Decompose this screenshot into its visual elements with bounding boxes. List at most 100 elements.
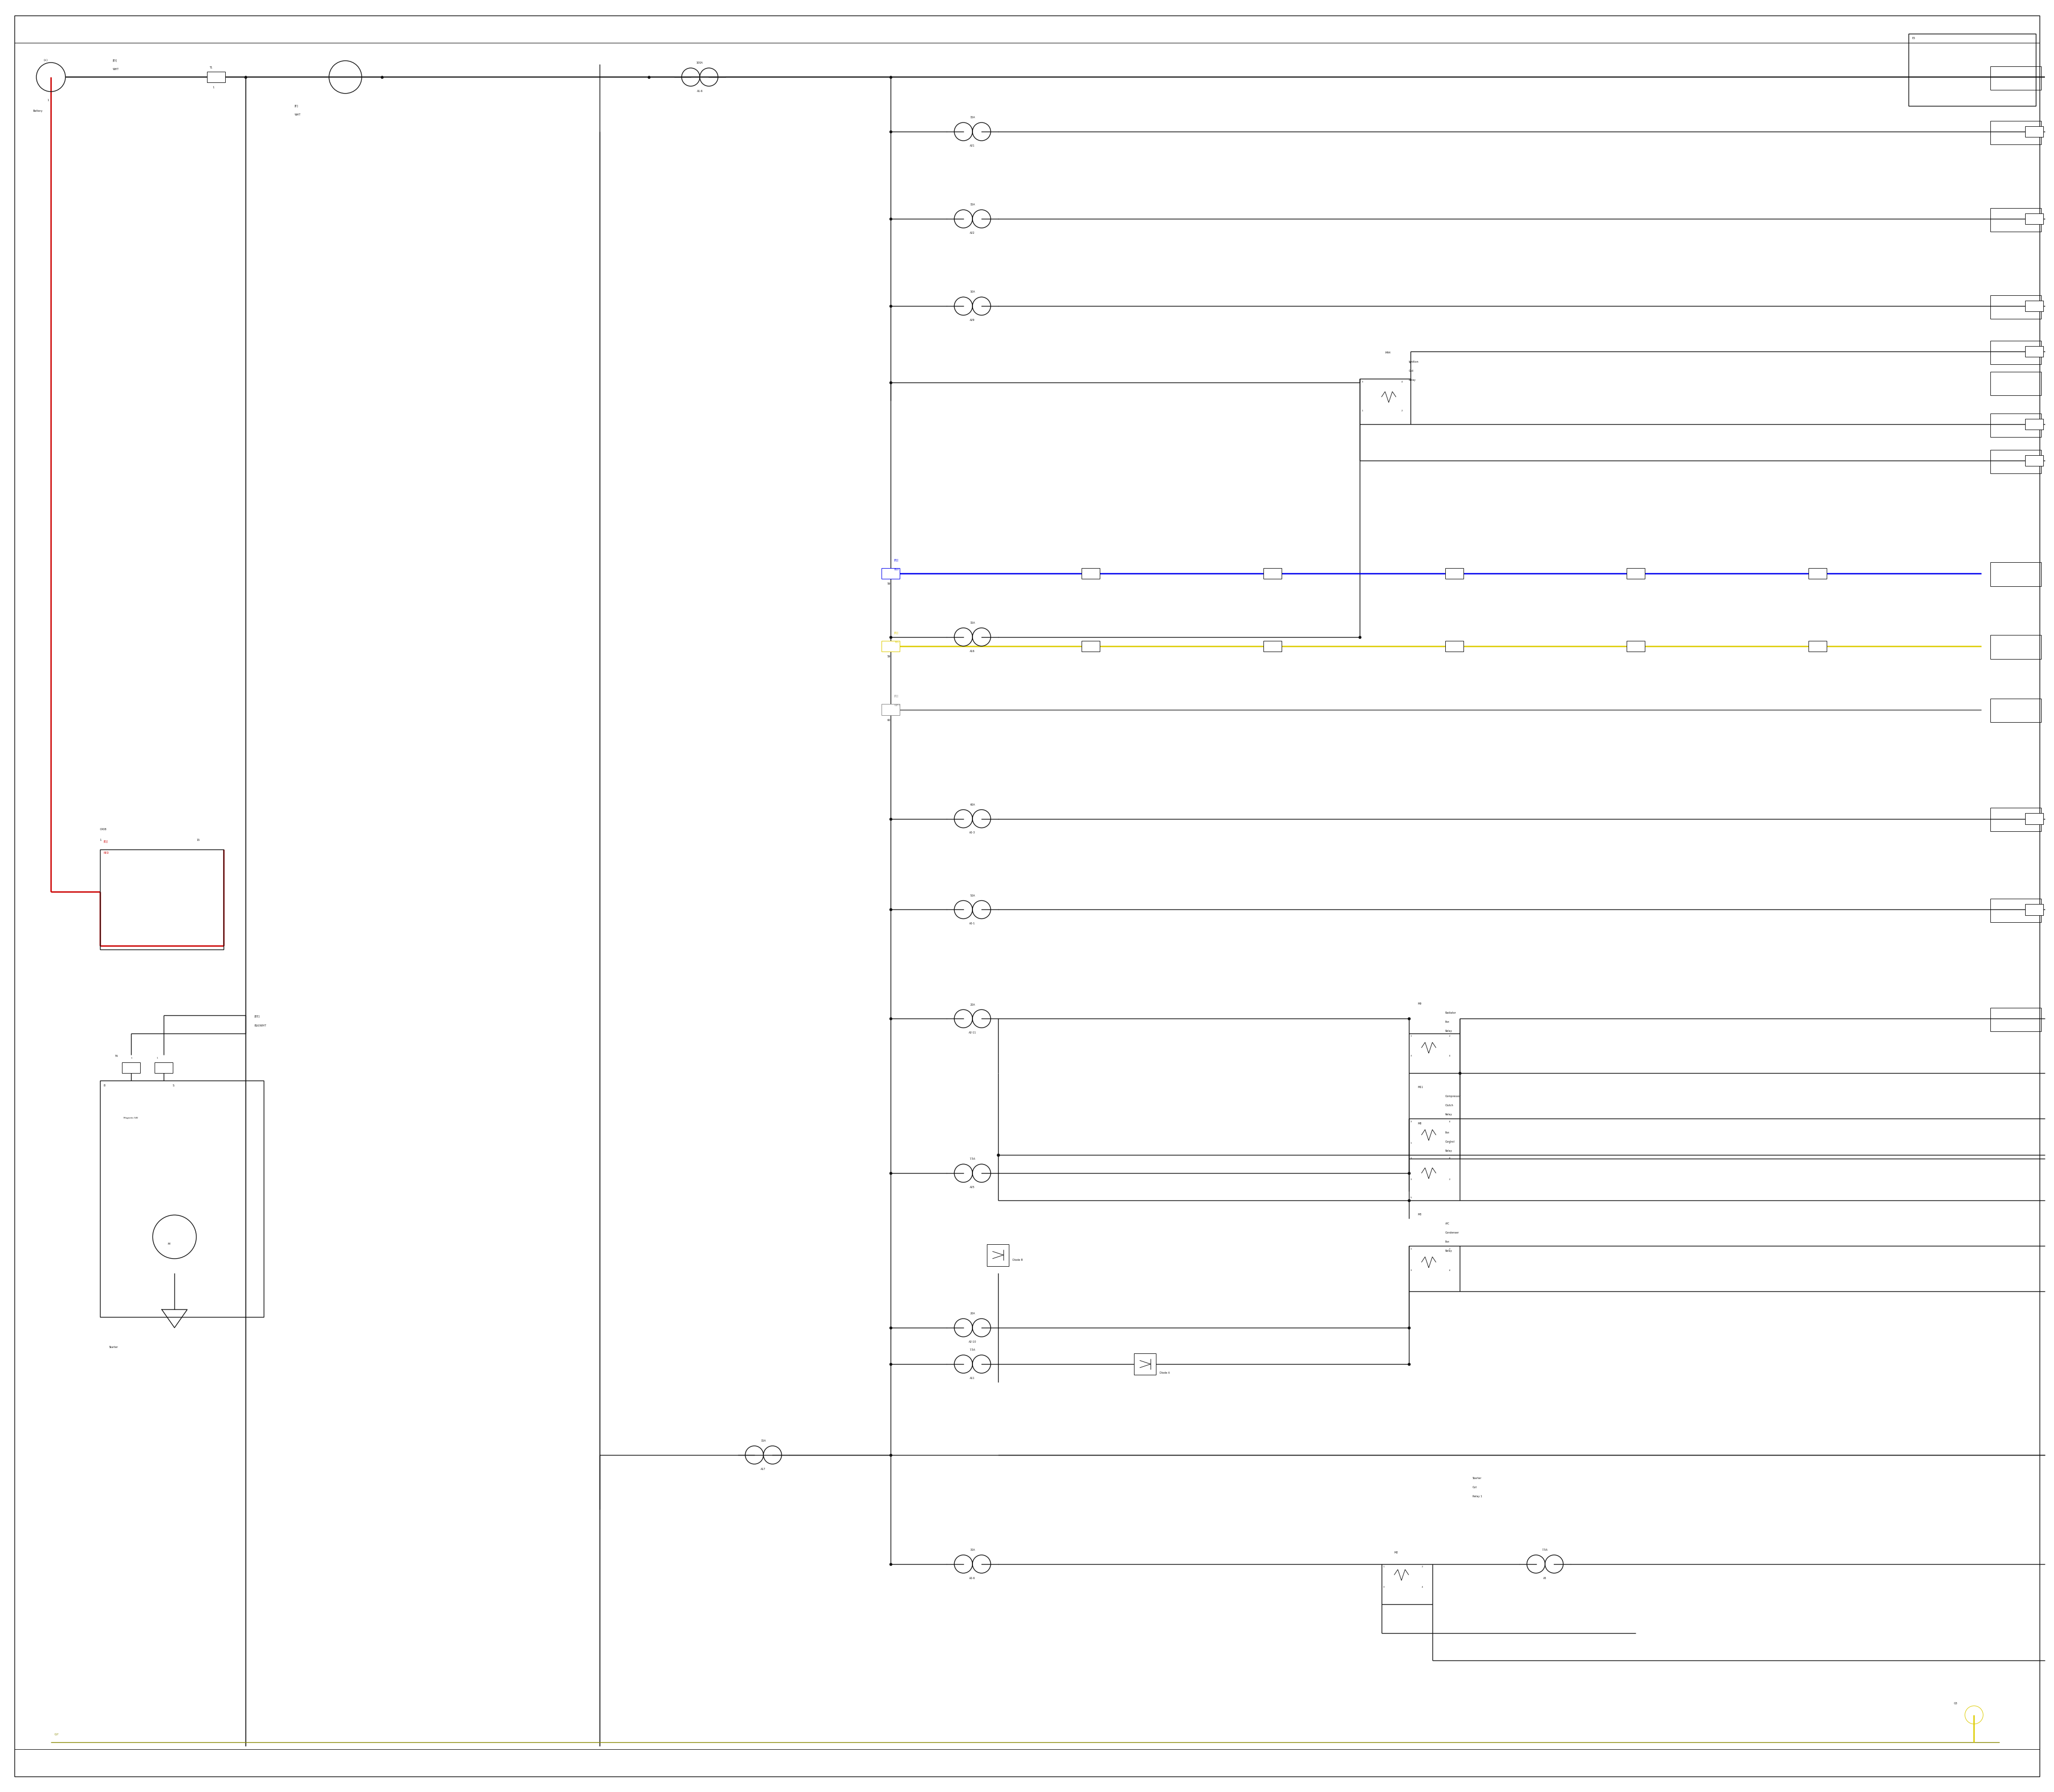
Bar <box>1082 640 1099 652</box>
Bar <box>1990 450 2042 473</box>
Bar <box>1990 808 2042 831</box>
Bar <box>1446 640 1462 652</box>
Text: YEL: YEL <box>893 640 900 643</box>
Text: A22: A22 <box>969 231 976 235</box>
Bar <box>2025 301 2044 312</box>
Text: A21: A21 <box>969 145 976 147</box>
Bar <box>121 1063 140 1073</box>
Bar <box>1409 1118 1460 1159</box>
Text: Fan: Fan <box>1446 1240 1450 1244</box>
Bar <box>881 568 900 579</box>
Bar <box>2025 213 2044 224</box>
Text: 59: 59 <box>887 656 889 658</box>
Bar <box>1990 296 2042 319</box>
Text: Compressor: Compressor <box>1446 1095 1460 1098</box>
Bar <box>207 72 226 82</box>
Text: 30A: 30A <box>969 1548 976 1552</box>
Bar <box>154 1063 173 1073</box>
Bar <box>1409 1034 1460 1073</box>
Bar <box>1990 1007 2042 1032</box>
Text: RED: RED <box>103 851 109 855</box>
Text: [EJ]: [EJ] <box>103 840 109 844</box>
Text: A1-6: A1-6 <box>696 90 702 93</box>
Text: G/Y: G/Y <box>55 1733 60 1736</box>
Bar <box>1627 568 1645 579</box>
Text: A11: A11 <box>969 1376 976 1380</box>
Text: A25: A25 <box>969 1186 976 1188</box>
Text: WHT: WHT <box>893 704 900 706</box>
Bar <box>1134 1353 1156 1374</box>
Text: Cut: Cut <box>1473 1486 1477 1489</box>
Bar <box>1990 699 2042 722</box>
Bar <box>1990 414 2042 437</box>
Bar <box>2025 419 2044 430</box>
Text: BLK/WHT: BLK/WHT <box>255 1025 267 1027</box>
Text: 7.5A: 7.5A <box>1543 1548 1549 1552</box>
Text: A2-3: A2-3 <box>969 831 976 833</box>
Text: Relay 1: Relay 1 <box>1473 1495 1483 1498</box>
Text: 10A: 10A <box>969 290 976 294</box>
Text: 7.5A: 7.5A <box>969 1158 976 1161</box>
Text: BLU: BLU <box>893 568 900 570</box>
Text: A2-11: A2-11 <box>969 1032 976 1034</box>
Text: M8: M8 <box>1417 1122 1421 1125</box>
Text: A2-6: A2-6 <box>969 1577 976 1579</box>
Text: M44: M44 <box>1384 351 1391 355</box>
Bar <box>1409 1245 1460 1292</box>
Bar <box>988 1244 1009 1265</box>
Text: Coil: Coil <box>1409 369 1413 373</box>
Bar <box>101 1081 263 1317</box>
Text: Relay: Relay <box>1446 1030 1452 1032</box>
Text: Radiator: Radiator <box>1446 1011 1456 1014</box>
Text: T4: T4 <box>115 1055 117 1057</box>
Text: A2-1: A2-1 <box>969 923 976 925</box>
Text: 20A: 20A <box>969 1312 976 1315</box>
Text: Clutch: Clutch <box>1446 1104 1454 1107</box>
Text: Relay: Relay <box>1409 378 1415 382</box>
Text: A2-10: A2-10 <box>969 1340 976 1344</box>
Bar <box>1409 1156 1460 1201</box>
Bar <box>1990 120 2042 145</box>
Text: (+): (+) <box>43 59 47 61</box>
Text: 100A: 100A <box>696 61 702 65</box>
Text: Fan: Fan <box>1446 1131 1450 1134</box>
Text: C408: C408 <box>101 828 107 830</box>
Bar <box>1082 568 1099 579</box>
Text: A5: A5 <box>1543 1577 1547 1579</box>
Text: M11: M11 <box>1417 1086 1423 1088</box>
Text: [EJ]: [EJ] <box>893 695 900 697</box>
Text: Magnetic SW: Magnetic SW <box>123 1116 138 1118</box>
Bar <box>2025 814 2044 824</box>
Text: M2: M2 <box>1395 1552 1399 1554</box>
Text: Ignition: Ignition <box>1409 360 1419 364</box>
Text: [E]: [E] <box>294 104 298 108</box>
Text: Relay: Relay <box>1446 1150 1452 1152</box>
Text: Condenser: Condenser <box>1446 1231 1458 1235</box>
Text: Battery: Battery <box>33 109 43 113</box>
Text: Starter: Starter <box>109 1346 119 1349</box>
Text: M3: M3 <box>1417 1213 1421 1217</box>
Text: A17: A17 <box>760 1468 766 1471</box>
Bar <box>101 849 224 950</box>
Text: Control: Control <box>1446 1140 1454 1143</box>
Text: [EI]: [EI] <box>113 59 117 61</box>
Bar <box>2025 125 2044 136</box>
Bar <box>2025 455 2044 466</box>
Text: 60: 60 <box>887 719 889 722</box>
Text: WHT: WHT <box>294 113 300 116</box>
Text: A/C: A/C <box>1446 1222 1450 1226</box>
Text: A29: A29 <box>969 319 976 321</box>
Text: Diode A: Diode A <box>1161 1371 1171 1374</box>
Bar <box>1990 340 2042 364</box>
Text: E5: E5 <box>1912 38 1916 39</box>
Bar <box>1810 568 1826 579</box>
Bar <box>1446 568 1462 579</box>
Text: 59: 59 <box>887 582 889 586</box>
Text: Relay: Relay <box>1446 1249 1452 1253</box>
Bar <box>2025 346 2044 357</box>
Bar <box>1990 634 2042 659</box>
Bar <box>1908 34 2036 106</box>
Text: 15A: 15A <box>969 204 976 206</box>
Text: [EJ]: [EJ] <box>893 631 900 634</box>
Text: [EJ]: [EJ] <box>893 559 900 561</box>
